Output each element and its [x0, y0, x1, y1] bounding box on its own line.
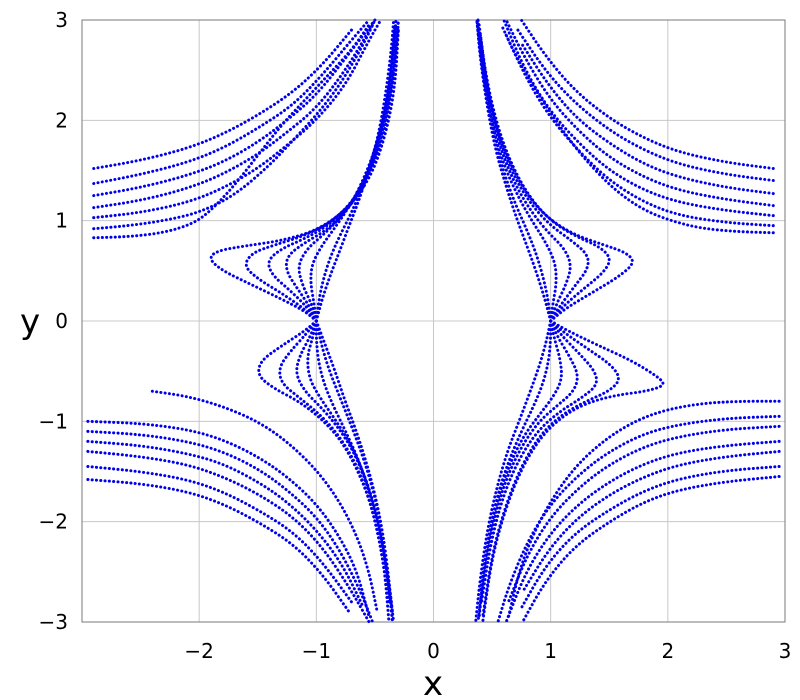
trajectory-48 [478, 319, 553, 594]
trajectory-10 [284, 18, 400, 323]
trajectory-46 [476, 319, 579, 624]
trajectory-15 [150, 389, 379, 614]
trajectory-44 [481, 319, 620, 619]
x-tick-label: 3 [779, 639, 792, 663]
trajectory-32 [504, 18, 775, 208]
trajectory-39 [476, 18, 572, 323]
trajectory-23 [86, 419, 371, 619]
y-tick-label: 0 [55, 309, 68, 333]
x-tick-label: −1 [302, 639, 331, 663]
trajectory-54 [521, 449, 781, 594]
trajectory-49 [474, 319, 553, 624]
trajectory-3 [92, 23, 375, 210]
trajectory-2 [92, 18, 383, 220]
trajectory-9 [267, 28, 400, 323]
x-tick-labels: −2 −1 0 1 2 3 [184, 639, 791, 663]
trajectory-45 [480, 319, 599, 604]
x-axis-title: x [423, 664, 443, 700]
trajectory-30 [504, 33, 775, 228]
y-tick-labels: −3 −2 −1 0 1 2 3 [39, 8, 68, 634]
trajectory-24 [86, 429, 375, 624]
trajectory-5 [92, 18, 371, 186]
x-tick-label: 1 [544, 639, 557, 663]
trajectory-1 [92, 18, 377, 231]
trajectory-56 [521, 475, 781, 624]
trajectory-20 [314, 319, 396, 624]
trajectory-series [86, 18, 781, 624]
trajectory-51 [496, 414, 781, 624]
y-tick-label: 2 [55, 108, 68, 132]
trajectory-41 [477, 38, 553, 323]
trajectory-47 [477, 319, 563, 619]
trajectory-13 [314, 23, 397, 323]
x-tick-label: 0 [427, 639, 440, 663]
trajectory-52 [506, 424, 781, 604]
y-tick-label: 1 [55, 209, 68, 233]
x-tick-label: −2 [184, 639, 213, 663]
y-tick-label: 3 [55, 8, 68, 32]
trajectory-28 [86, 478, 351, 614]
trajectory-33 [521, 43, 775, 196]
trajectory-53 [504, 439, 781, 624]
trajectory-22 [314, 319, 394, 624]
trajectory-37 [477, 23, 611, 323]
trajectory-42 [475, 18, 553, 323]
trajectory-31 [502, 18, 775, 218]
trajectory-7 [209, 28, 400, 323]
trajectory-17 [278, 319, 391, 604]
y-tick-label: −3 [39, 610, 68, 634]
trajectory-38 [478, 33, 590, 323]
trajectory-35 [519, 18, 775, 170]
trajectory-27 [86, 464, 353, 604]
y-tick-label: −1 [39, 409, 68, 433]
trajectory-25 [86, 439, 365, 609]
trajectory-36 [476, 18, 634, 323]
trajectory-6 [92, 28, 353, 170]
trajectory-14 [314, 18, 396, 323]
trajectory-34 [516, 28, 775, 183]
y-tick-label: −2 [39, 510, 68, 534]
trajectory-26 [86, 449, 371, 624]
plot-frame [81, 19, 786, 623]
trajectory-4 [92, 18, 377, 198]
trajectory-55 [518, 464, 781, 612]
x-tick-label: 2 [661, 639, 674, 663]
trajectory-0 [92, 23, 371, 240]
y-axis-title: y [20, 302, 40, 342]
